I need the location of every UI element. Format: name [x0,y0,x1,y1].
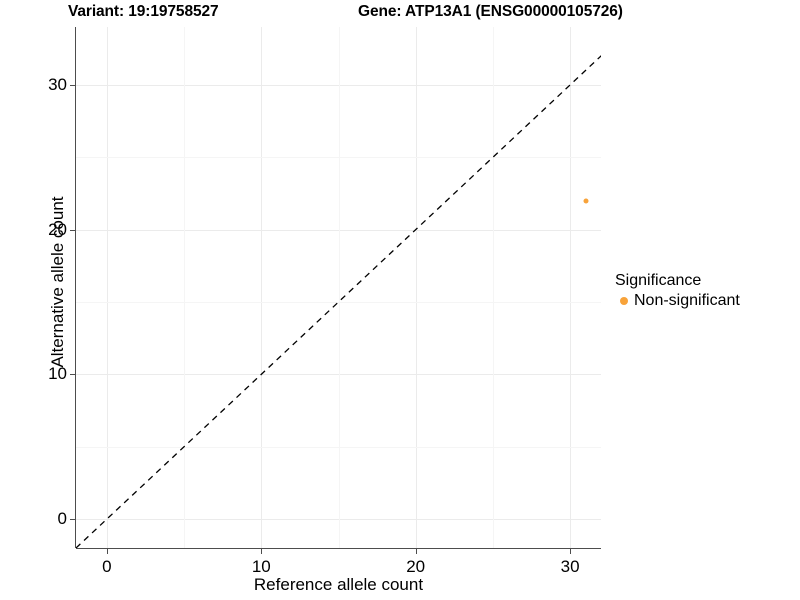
y-axis-tick-label: 30 [48,74,67,94]
gridline-major-vertical [261,27,263,548]
x-axis-title: Reference allele count [253,575,424,594]
y-axis-tick-label: 10 [48,364,67,384]
y-axis-tick [70,374,75,376]
legend-item-label: Non-significant [634,292,740,309]
y-axis-tick-label: 20 [48,219,67,239]
legend: Significance Non-significant [615,272,740,310]
gridline-minor-horizontal [76,157,601,159]
x-axis-tick-label: 20 [406,557,426,576]
y-axis-tick [70,84,75,87]
point-marker-icon [615,293,632,310]
y-axis-tick [70,229,75,231]
gridline-minor-vertical [184,27,186,548]
gridline-major-vertical [570,27,572,548]
gridline-major-vertical [415,27,417,548]
x-axis-tick-label: 30 [560,557,580,576]
x-axis-tick [570,549,572,554]
x-axis-tick-label: 10 [251,557,271,576]
plot-panel [76,27,601,548]
y-axis-title: Alternative allele count [48,196,67,368]
gridline-minor-horizontal [76,446,601,448]
x-axis-line [76,548,601,550]
x-axis-tick [106,549,109,554]
gridline-minor-vertical [338,27,340,548]
legend-item[interactable]: Non-significant [615,292,740,310]
legend-items: Non-significant [615,292,740,310]
x-axis-tick [415,549,417,554]
chart-title-row: Variant: 19:19758527 Gene: ATP13A1 (ENSG… [0,0,800,26]
scatter-point[interactable] [583,198,589,204]
gene-title: Gene: ATP13A1 (ENSG00000105726) [358,3,623,20]
y-axis-line [75,27,77,548]
y-axis-tick-label: 0 [57,509,67,529]
gridline-minor-vertical [492,27,494,548]
variant-title: Variant: 19:19758527 [68,3,219,20]
x-axis-tick [261,549,263,554]
legend-title: Significance [615,272,702,289]
gridline-minor-horizontal [76,302,601,303]
x-axis-tick-label: 0 [102,557,112,576]
gridline-major-vertical [106,27,108,548]
y-axis-tick [70,519,75,521]
legend-dot [619,297,628,305]
